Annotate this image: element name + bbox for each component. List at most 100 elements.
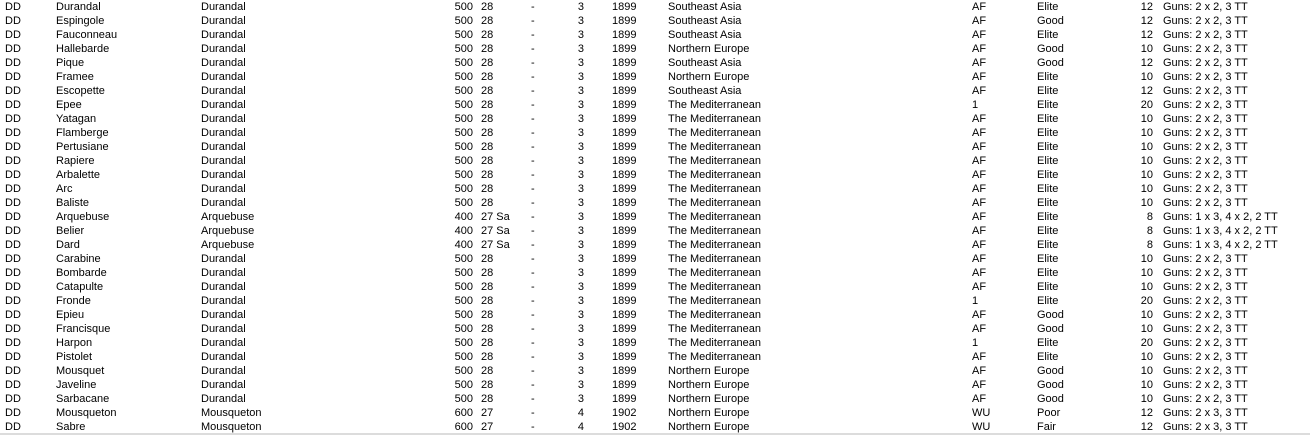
cell-armament: Guns: 2 x 2, 3 TT (1163, 309, 1248, 321)
ship-row[interactable]: DD Pistolet Durandal 500 28 - 3 1899 The Mediter… (0, 350, 1310, 364)
cell-ship-type: DD (5, 211, 21, 223)
ship-row[interactable]: DD Durandal Durandal 500 28 - 3 1899 Southeast A… (0, 0, 1310, 14)
cell-assignment: AF (972, 15, 987, 27)
cell-ship-type: DD (5, 1, 21, 13)
cell-ship-type: DD (5, 183, 21, 195)
cell-year: 1899 (612, 337, 637, 349)
cell-crew-quality: Elite (1037, 225, 1059, 237)
ship-row[interactable]: DD Escopette Durandal 500 28 - 3 1899 Southeast … (0, 84, 1310, 98)
cell-region: Northern Europe (668, 379, 750, 391)
cell-assignment: AF (972, 85, 987, 97)
cell-flag: - (531, 393, 535, 405)
cell-armament: Guns: 2 x 2, 3 TT (1163, 197, 1248, 209)
cell-ship-type: DD (5, 351, 21, 363)
cell-flotilla-size: 3 (577, 267, 584, 279)
ship-row[interactable]: DD Framee Durandal 500 28 - 3 1899 Northern Euro… (0, 70, 1310, 84)
cell-assignment: AF (972, 141, 987, 153)
cell-count: 20 (1140, 295, 1153, 307)
ship-row[interactable]: DD Hallebarde Durandal 500 28 - 3 1899 Northern … (0, 42, 1310, 56)
ship-row[interactable]: DD Catapulte Durandal 500 28 - 3 1899 The Medite… (0, 280, 1310, 294)
cell-flotilla-size: 3 (577, 15, 584, 27)
cell-crew-quality: Poor (1037, 407, 1061, 419)
cell-ship-type: DD (5, 225, 21, 237)
cell-year: 1899 (612, 183, 637, 195)
cell-displacement: 600 (454, 407, 473, 419)
ship-row[interactable]: DD Arbalette Durandal 500 28 - 3 1899 The Medite… (0, 168, 1310, 182)
cell-year: 1902 (612, 407, 637, 419)
cell-displacement: 600 (454, 421, 473, 433)
ship-row[interactable]: DD Fronde Durandal 500 28 - 3 1899 The Mediterra… (0, 294, 1310, 308)
cell-year: 1899 (612, 267, 637, 279)
cell-year: 1899 (612, 309, 637, 321)
cell-assignment: AF (972, 57, 987, 69)
cell-ship-class: Durandal (201, 295, 246, 307)
ship-row[interactable]: DD Javeline Durandal 500 28 - 3 1899 Northern Eu… (0, 378, 1310, 392)
cell-ship-name: Bombarde (56, 267, 107, 279)
cell-year: 1899 (612, 1, 637, 13)
ship-row[interactable]: DD Pertusiane Durandal 500 28 - 3 1899 The Medit… (0, 140, 1310, 154)
ship-row[interactable]: DD Belier Arquebuse 400 27 Sa - 3 1899 The Medit… (0, 224, 1310, 238)
cell-ship-type: DD (5, 57, 21, 69)
cell-crew-quality: Elite (1037, 29, 1059, 41)
ship-row[interactable]: DD Pique Durandal 500 28 - 3 1899 Southeast Asia… (0, 56, 1310, 70)
cell-year: 1899 (612, 239, 637, 251)
ship-row[interactable]: DD Dard Arquebuse 400 27 Sa - 3 1899 The Mediter… (0, 238, 1310, 252)
cell-crew-quality: Elite (1037, 267, 1059, 279)
cell-count: 12 (1140, 85, 1153, 97)
ship-row[interactable]: DD Epee Durandal 500 28 - 3 1899 The Mediterrane… (0, 98, 1310, 112)
cell-year: 1899 (612, 393, 637, 405)
cell-crew-quality: Good (1037, 43, 1064, 55)
cell-crew-quality: Elite (1037, 211, 1059, 223)
cell-armament: Guns: 2 x 2, 3 TT (1163, 253, 1248, 265)
cell-armament: Guns: 2 x 2, 3 TT (1163, 43, 1248, 55)
cell-ship-class: Durandal (201, 281, 246, 293)
ship-row[interactable]: DD Bombarde Durandal 500 28 - 3 1899 The Mediter… (0, 266, 1310, 280)
ship-row[interactable]: DD Sabre Mousqueton 600 27 - 4 1902 Northern Eur… (0, 420, 1310, 434)
ship-row[interactable]: DD Epieu Durandal 500 28 - 3 1899 The Mediterran… (0, 308, 1310, 322)
ship-row[interactable]: DD Fauconneau Durandal 500 28 - 3 1899 Southeast… (0, 28, 1310, 42)
cell-flag: - (531, 99, 535, 111)
cell-assignment: WU (972, 407, 991, 419)
cell-assignment: AF (972, 43, 987, 55)
ship-row[interactable]: DD Yatagan Durandal 500 28 - 3 1899 The Mediterr… (0, 112, 1310, 126)
cell-ship-class: Durandal (201, 71, 246, 83)
cell-flotilla-size: 3 (577, 365, 584, 377)
ship-row[interactable]: DD Mousquet Durandal 500 28 - 3 1899 Northern Eu… (0, 364, 1310, 378)
ship-row[interactable]: DD Francisque Durandal 500 28 - 3 1899 The Medit… (0, 322, 1310, 336)
cell-speed: 28 (481, 393, 494, 405)
ship-row[interactable]: DD Carabine Durandal 500 28 - 3 1899 The Mediter… (0, 252, 1310, 266)
ship-row[interactable]: DD Sarbacane Durandal 500 28 - 3 1899 Northern E… (0, 392, 1310, 406)
cell-flag: - (531, 183, 535, 195)
ship-row[interactable]: DD Baliste Durandal 500 28 - 3 1899 The Mediterr… (0, 196, 1310, 210)
cell-year: 1899 (612, 323, 637, 335)
cell-flotilla-size: 3 (577, 1, 584, 13)
cell-flag: - (531, 253, 535, 265)
cell-count: 10 (1140, 155, 1153, 167)
cell-flag: - (531, 281, 535, 293)
cell-year: 1899 (612, 155, 637, 167)
ship-row[interactable]: DD Flamberge Durandal 500 28 - 3 1899 The Medite… (0, 126, 1310, 140)
cell-flag: - (531, 421, 535, 433)
cell-region: Southeast Asia (668, 1, 742, 13)
cell-ship-type: DD (5, 295, 21, 307)
ship-row[interactable]: DD Mousqueton Mousqueton 600 27 - 4 1902 Norther… (0, 406, 1310, 420)
ship-row[interactable]: DD Harpon Durandal 500 28 - 3 1899 The Mediterra… (0, 336, 1310, 350)
cell-displacement: 500 (454, 43, 473, 55)
ship-row[interactable]: DD Arc Durandal 500 28 - 3 1899 The Mediterranea… (0, 182, 1310, 196)
ship-row[interactable]: DD Rapiere Durandal 500 28 - 3 1899 The Mediterr… (0, 154, 1310, 168)
cell-armament: Guns: 2 x 2, 3 TT (1163, 71, 1248, 83)
cell-ship-name: Epee (56, 99, 82, 111)
cell-flotilla-size: 3 (577, 211, 584, 223)
cell-count: 10 (1140, 393, 1153, 405)
cell-count: 12 (1140, 1, 1153, 13)
cell-displacement: 500 (454, 365, 473, 377)
cell-displacement: 500 (454, 281, 473, 293)
cell-ship-class: Durandal (201, 351, 246, 363)
cell-assignment: AF (972, 127, 987, 139)
cell-flag: - (531, 155, 535, 167)
ship-row[interactable]: DD Espingole Durandal 500 28 - 3 1899 Southeast … (0, 14, 1310, 28)
cell-armament: Guns: 2 x 2, 3 TT (1163, 183, 1248, 195)
ship-row[interactable]: DD Arquebuse Arquebuse 400 27 Sa - 3 1899 The Me… (0, 210, 1310, 224)
cell-displacement: 500 (454, 267, 473, 279)
